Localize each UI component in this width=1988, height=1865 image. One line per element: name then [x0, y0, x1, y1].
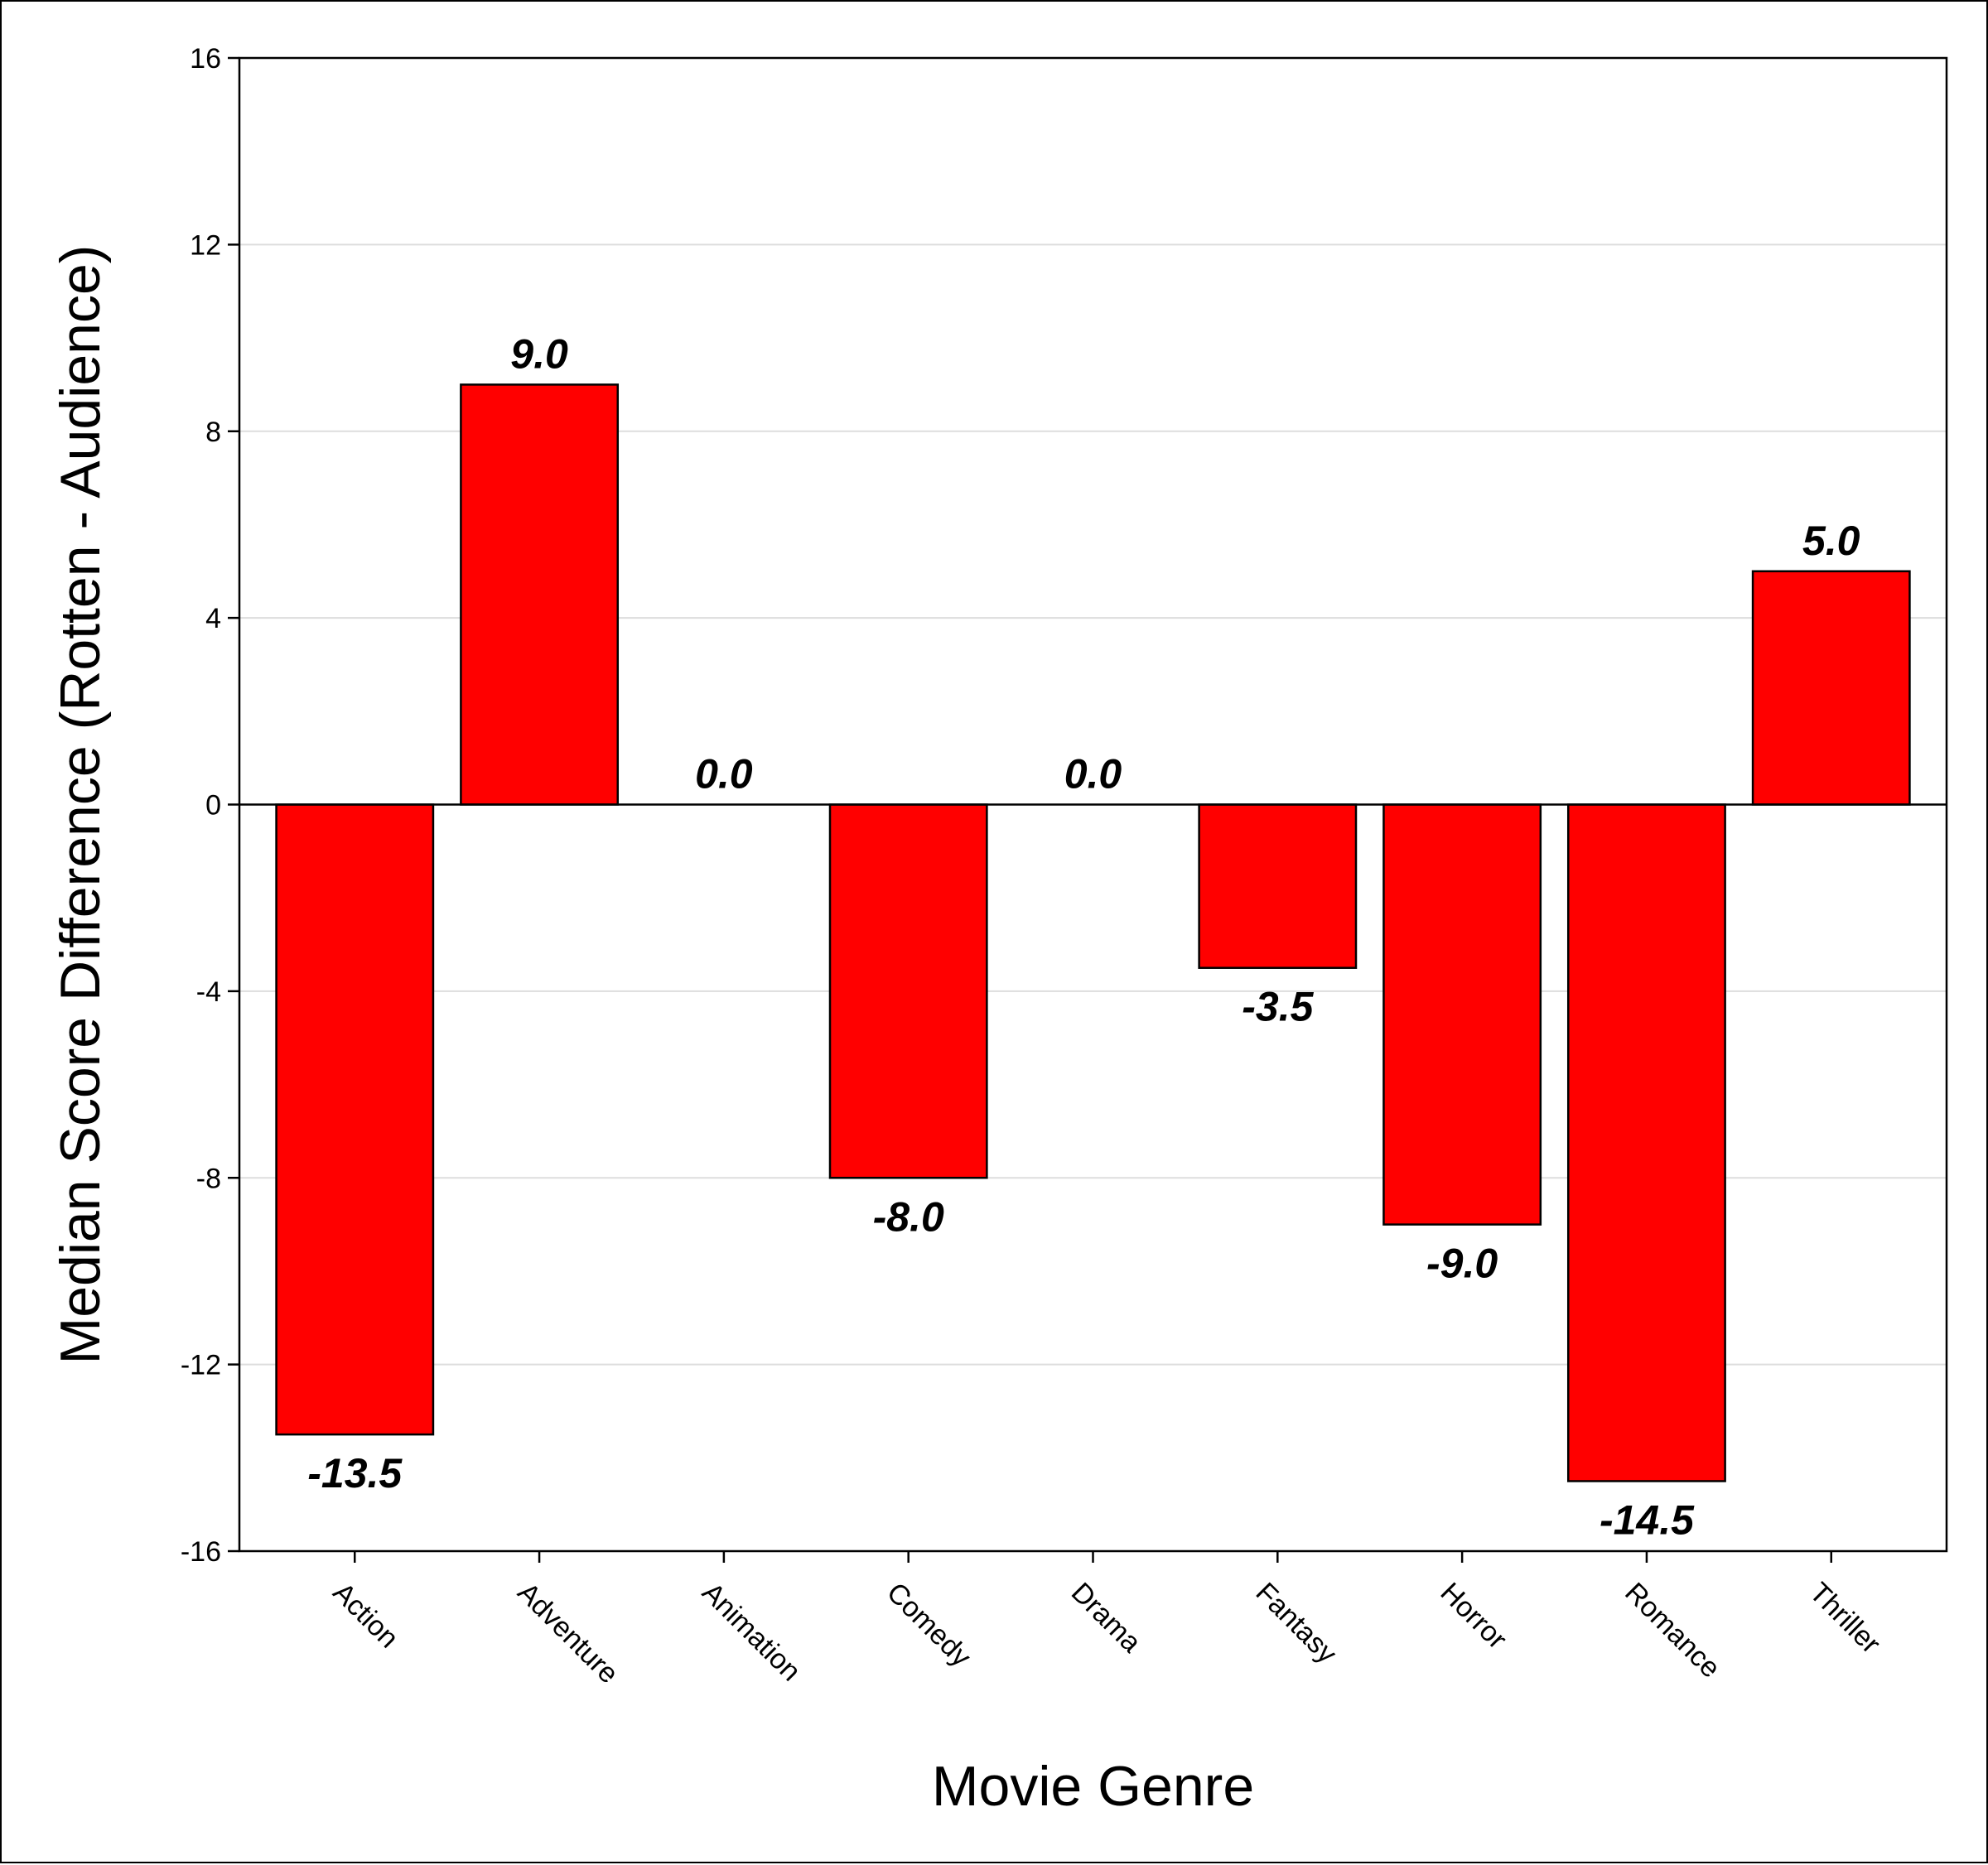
- bar-horror: [1382, 803, 1542, 1226]
- y-tick-label: 4: [205, 603, 221, 634]
- x-tick-label-animation: Animation: [696, 1577, 807, 1688]
- x-tick-label-comedy: Comedy: [881, 1577, 977, 1673]
- bar-comedy: [828, 803, 988, 1179]
- data-label: -14.5: [1600, 1496, 1695, 1543]
- y-tick-label: -4: [196, 976, 221, 1008]
- y-tick-label: 12: [190, 229, 221, 261]
- axes: [228, 56, 1948, 1563]
- data-label: 0.0: [1064, 751, 1122, 798]
- y-tick-label: -12: [181, 1350, 221, 1381]
- x-tick-label-fantasy: Fantasy: [1250, 1577, 1343, 1670]
- data-label: 0.0: [695, 751, 753, 798]
- x-axis-title: Movie Genre: [932, 1755, 1254, 1818]
- x-tick-label-thriller: Thriller: [1803, 1577, 1886, 1660]
- x-tick-label-horror: Horror: [1434, 1577, 1513, 1655]
- x-tick-label-romance: Romance: [1619, 1577, 1726, 1684]
- bar-thriller: [1751, 570, 1911, 806]
- bar-fantasy: [1198, 803, 1358, 969]
- y-tick-label: 0: [205, 790, 221, 822]
- data-label: 9.0: [510, 330, 568, 377]
- x-tick-label-drama: Drama: [1065, 1577, 1147, 1659]
- data-label: -13.5: [307, 1450, 403, 1496]
- y-tick-label: 16: [190, 43, 221, 75]
- y-tick-label: 8: [205, 417, 221, 448]
- data-label: -9.0: [1426, 1241, 1498, 1287]
- y-tick-label: -8: [196, 1163, 221, 1194]
- data-label: 5.0: [1802, 518, 1860, 564]
- data-label: -8.0: [873, 1193, 944, 1240]
- bars: [275, 383, 1911, 1482]
- data-label: -3.5: [1242, 984, 1314, 1030]
- bar-adventure: [460, 383, 620, 806]
- x-tick-label-action: Action: [327, 1577, 405, 1655]
- y-axis-title: Median Score Difference (Rotten - Audien…: [49, 245, 112, 1365]
- x-tick-label-adventure: Adventure: [511, 1577, 624, 1689]
- bar-action: [275, 803, 435, 1436]
- y-tick-label: -16: [181, 1536, 221, 1568]
- bar-romance: [1566, 803, 1726, 1482]
